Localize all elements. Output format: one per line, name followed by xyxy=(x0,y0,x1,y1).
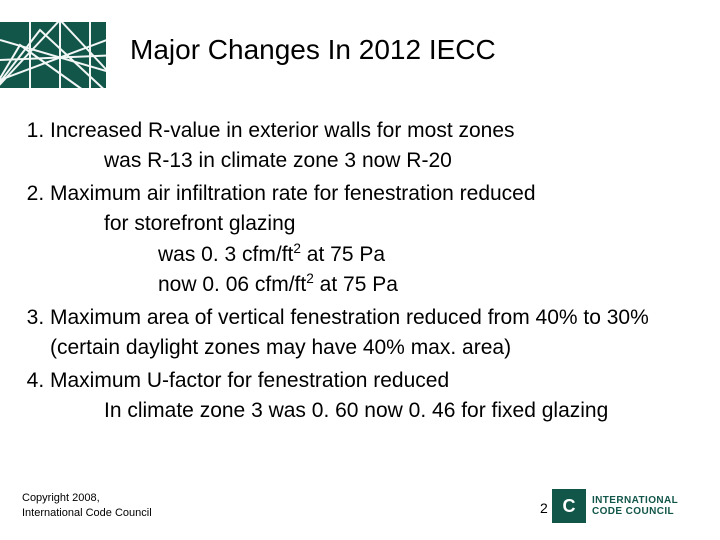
page-number: 2 xyxy=(540,500,548,516)
copyright: Copyright 2008, International Code Counc… xyxy=(22,491,152,520)
item-sub1: was R-13 in climate zone 3 now R-20 xyxy=(50,146,698,176)
copyright-line: International Code Council xyxy=(22,506,152,520)
item-sub1: In climate zone 3 was 0. 60 now 0. 46 fo… xyxy=(50,396,698,426)
list-item: Maximum area of vertical fenestration re… xyxy=(50,303,698,364)
item-sub2: was 0. 3 cfm/ft2 at 75 Pa xyxy=(50,240,698,270)
item-sub2: now 0. 06 cfm/ft2 at 75 Pa xyxy=(50,270,698,300)
body-list: Increased R-value in exterior walls for … xyxy=(22,116,698,428)
corner-graphic xyxy=(0,0,120,100)
logo-text: INTERNATIONAL CODE COUNCIL xyxy=(592,495,678,518)
list-item: Maximum air infiltration rate for fenest… xyxy=(50,179,698,301)
icc-logo: C INTERNATIONAL CODE COUNCIL xyxy=(552,486,702,526)
item-sub1: for storefront glazing xyxy=(50,209,698,239)
item-main: Maximum air infiltration rate for fenest… xyxy=(50,182,536,205)
logo-mark-icon: C xyxy=(552,489,586,523)
item-main: Increased R-value in exterior walls for … xyxy=(50,119,515,142)
copyright-line: Copyright 2008, xyxy=(22,491,152,505)
logo-line: CODE COUNCIL xyxy=(592,506,678,518)
item-main: Maximum area of vertical fenestration re… xyxy=(50,306,649,359)
slide-title: Major Changes In 2012 IECC xyxy=(130,34,496,66)
logo-initials: C xyxy=(563,496,576,517)
list-item: Maximum U-factor for fenestration reduce… xyxy=(50,366,698,427)
logo-line: INTERNATIONAL xyxy=(592,495,678,507)
item-main: Maximum U-factor for fenestration reduce… xyxy=(50,369,449,392)
list-item: Increased R-value in exterior walls for … xyxy=(50,116,698,177)
